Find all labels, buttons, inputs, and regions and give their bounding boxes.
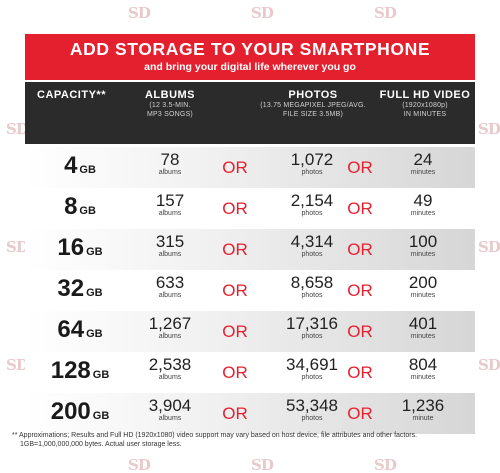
or-separator: OR [347, 158, 373, 177]
or-separator: OR [222, 240, 248, 259]
photos-header: PHOTOS [288, 89, 338, 101]
table-row: 16 GB 315 albums OR 4,314 photos OR 100 minu… [25, 229, 475, 270]
table-row: 128 GB 2,538 albums OR 34,691 photos OR 804… [25, 352, 475, 393]
video-note: (1920x1080p) IN MINUTES [402, 102, 448, 118]
or-separator: OR [222, 199, 248, 218]
video-cell: 401 minutes [408, 314, 438, 341]
table-row: 200 GB 3,904 albums OR 53,348 photos OR 1,2… [25, 393, 475, 434]
watermark-logo: SD [251, 456, 274, 473]
or-separator: OR [222, 158, 248, 177]
capacity-cell: 8 GB [64, 193, 96, 220]
albums-cell: 315 albums [155, 232, 185, 259]
watermark-logo: SD [128, 456, 151, 473]
watermark-logo: SD [374, 4, 397, 22]
or-separator: OR [222, 322, 248, 341]
table-row: 32 GB 633 albums OR 8,658 photos OR 200 minu… [25, 270, 475, 311]
watermark-logo: SD [374, 456, 397, 473]
or-separator: OR [347, 363, 373, 382]
video-cell: 804 minutes [408, 355, 438, 382]
capacity-cell: 128 GB [50, 357, 110, 384]
watermark-logo: SD [478, 120, 500, 138]
or-separator: OR [347, 281, 373, 300]
albums-cell: 157 albums [155, 191, 185, 218]
albums-header: ALBUMS [144, 89, 196, 101]
albums-cell: 2,538 albums [148, 355, 192, 382]
footnote-line: ** Approximations; Results and Full HD (… [12, 432, 418, 439]
video-cell: 1,236 minute [401, 396, 445, 423]
photos-cell: 4,314 photos [290, 232, 334, 259]
watermark-logo: SD [478, 238, 500, 256]
footnote-line: 1GB=1,000,000,000 bytes. Actual user sto… [20, 441, 182, 448]
capacity-cell: 64 GB [57, 316, 103, 343]
photos-cell: 2,154 photos [290, 191, 334, 218]
watermark-logo: SD [6, 120, 29, 138]
video-cell: 49 minutes [410, 191, 436, 218]
or-separator: OR [347, 404, 373, 423]
video-header: FULL HD VIDEO [379, 89, 471, 101]
or-separator: OR [347, 199, 373, 218]
capacity-cell: 32 GB [57, 275, 103, 302]
capacity-cell: 200 GB [50, 398, 110, 425]
or-separator: OR [347, 240, 373, 259]
table-row: 8 GB 157 albums OR 2,154 photos OR 49 minute… [25, 188, 475, 229]
or-separator: OR [222, 404, 248, 423]
table-header: CAPACITY** ALBUMS (12 3.5-MIN. MP3 SONGS… [25, 82, 475, 144]
photos-cell: 8,658 photos [290, 273, 334, 300]
capacity-cell: 4 GB [64, 152, 96, 179]
photos-note: (13.75 MEGAPIXEL JPEG/AVG. FILE SIZE 3.5… [260, 102, 366, 118]
banner-subtitle: and bring your digital life wherever you… [144, 61, 356, 73]
footnote: ** Approximations; Results and Full HD (… [12, 431, 492, 449]
or-separator: OR [347, 322, 373, 341]
or-separator: OR [222, 281, 248, 300]
capacity-cell: 16 GB [57, 234, 103, 261]
albums-cell: 3,904 albums [148, 396, 192, 423]
table-row: 4 GB 78 albums OR 1,072 photos OR 24 minutes [25, 147, 475, 188]
table-row: 64 GB 1,267 albums OR 17,316 photos OR 401 m… [25, 311, 475, 352]
watermark-logo: SD [6, 356, 29, 374]
watermark-logo: SD [6, 238, 29, 256]
video-cell: 24 minutes [410, 150, 436, 177]
banner-title: ADD STORAGE TO YOUR SMARTPHONE [69, 39, 431, 59]
title-banner: ADD STORAGE TO YOUR SMARTPHONE and bring… [25, 34, 475, 80]
photos-cell: 1,072 photos [290, 150, 334, 177]
watermark-logo: SD [478, 356, 500, 374]
video-cell: 200 minutes [408, 273, 438, 300]
watermark-logo: SD [251, 4, 274, 22]
albums-cell: 78 albums [158, 150, 182, 177]
photos-cell: 34,691 photos [286, 355, 338, 382]
or-separator: OR [222, 363, 248, 382]
photos-cell: 17,316 photos [286, 314, 338, 341]
video-cell: 100 minutes [408, 232, 438, 259]
albums-note: (12 3.5-MIN. MP3 SONGS) [147, 102, 193, 118]
albums-cell: 633 albums [155, 273, 185, 300]
watermark-logo: SD [128, 4, 151, 22]
capacity-header: CAPACITY** [37, 89, 106, 101]
albums-cell: 1,267 albums [148, 314, 192, 341]
photos-cell: 53,348 photos [286, 396, 338, 423]
